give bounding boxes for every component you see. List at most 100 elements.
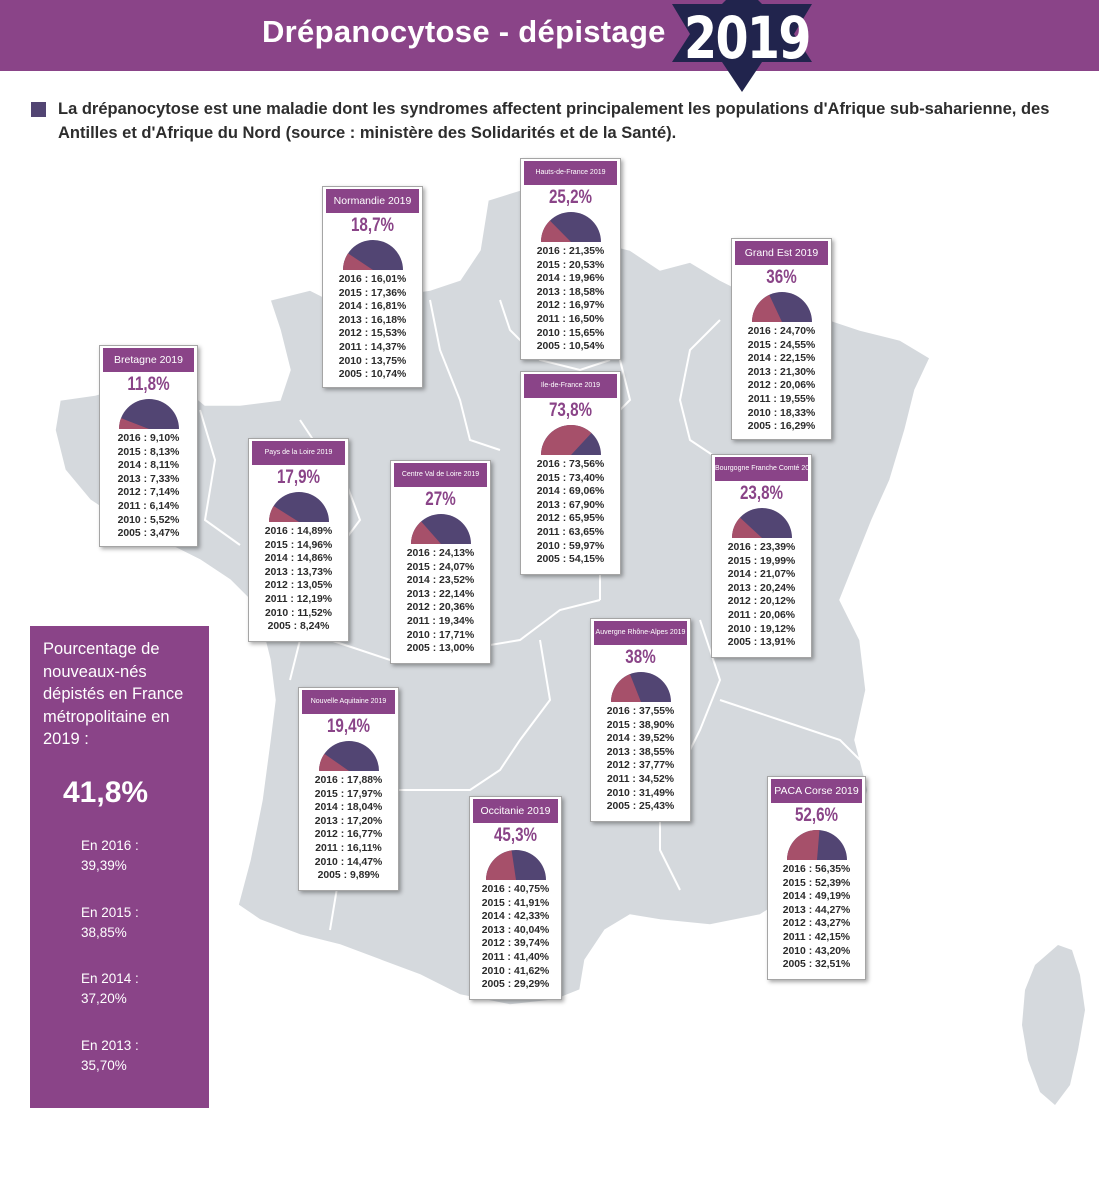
region-history-row: 2012 : 20,36% [406, 602, 475, 614]
region-pct: 45,3% [493, 825, 538, 846]
national-summary-panel: Pourcentage de nouveaux-nés dépistés en … [30, 626, 209, 1108]
region-card-grand-est: Grand Est 2019 36% 2016 : 24,70% 2015 : … [731, 238, 832, 440]
region-pct: 38% [625, 647, 656, 668]
region-card-bretagne: Bretagne 2019 11,8% 2016 : 9,10% 2015 : … [99, 345, 198, 547]
region-history-row: 2014 : 21,07% [727, 569, 796, 581]
summary-history-value: 39,39% [81, 858, 127, 873]
bullet-square [31, 102, 46, 117]
region-history-row: 2005 : 10,54% [536, 341, 605, 353]
summary-label: Pourcentage de nouveaux-nés dépistés en … [43, 640, 184, 748]
region-history-row: 2011 : 41,40% [481, 951, 550, 963]
summary-history-item: En 2014 : 37,20% [81, 969, 201, 1009]
region-history-row: 2011 : 42,15% [782, 931, 851, 943]
corsica-island [1022, 945, 1085, 1105]
region-history-row: 2005 : 25,43% [606, 801, 675, 813]
region-name: Pays de la Loire 2019 [252, 441, 345, 465]
region-history-row: 2010 : 13,75% [338, 355, 407, 367]
region-card-ile-de-france: Ile-de-France 2019 73,8% 2016 : 73,56% 2… [520, 371, 621, 575]
region-history-row: 2011 : 12,19% [264, 593, 333, 605]
summary-history-label: En 2015 : [81, 905, 139, 920]
region-name: Bourgogne Franche Comté 2019 [715, 457, 808, 481]
region-history-row: 2014 : 39,52% [606, 733, 675, 745]
mainland-france [54, 189, 931, 1006]
region-history-row: 2010 : 14,47% [314, 856, 383, 868]
summary-history-value: 38,85% [81, 925, 127, 940]
region-history-row: 2013 : 20,24% [727, 582, 796, 594]
region-history-row: 2014 : 14,86% [264, 553, 333, 565]
summary-history-label: En 2014 : [81, 971, 139, 986]
pie-screened-slice [342, 253, 373, 270]
region-history-row: 2012 : 16,77% [314, 829, 383, 841]
region-history-row: 2014 : 19,96% [536, 273, 605, 285]
region-pct: 52,6% [794, 805, 839, 826]
region-half-pie [342, 240, 403, 270]
region-history-row: 2012 : 65,95% [536, 513, 605, 525]
region-name: Normandie 2019 [326, 189, 419, 213]
region-card-normandie: Normandie 2019 18,7% 2016 : 16,01% 2015 … [322, 186, 423, 388]
region-history-row: 2012 : 43,27% [782, 918, 851, 930]
region-history-row: 2016 : 24,70% [747, 326, 816, 337]
region-history-row: 2015 : 73,40% [536, 472, 605, 484]
region-history-row: 2012 : 20,12% [727, 596, 796, 608]
region-pct: 27% [425, 489, 456, 510]
region-history-row: 2010 : 41,62% [481, 965, 550, 977]
region-history-row: 2013 : 21,30% [747, 366, 816, 378]
pie-screened-slice [610, 674, 641, 702]
summary-history-label: En 2016 : [81, 838, 139, 853]
region-history-row: 2005 : 13,00% [406, 643, 475, 655]
region-half-pie [118, 399, 179, 429]
region-history-row: 2012 : 15,53% [338, 328, 407, 340]
region-pct: 23,8% [739, 483, 784, 504]
region-history-row: 2005 : 29,29% [481, 979, 550, 991]
region-history-row: 2014 : 49,19% [782, 891, 851, 903]
region-history-row: 2016 : 37,55% [606, 706, 675, 717]
year-badge: 2019 [684, 4, 811, 72]
intro-text: La drépanocytose est une maladie dont le… [58, 100, 1050, 142]
region-history-row: 2005 : 3,47% [117, 528, 180, 540]
region-half-pie [751, 292, 812, 322]
region-history-row: 2015 : 24,07% [406, 561, 475, 573]
region-pct: 73,8% [548, 400, 593, 421]
region-history-row: 2016 : 14,89% [264, 526, 333, 537]
pie-screened-slice [751, 294, 782, 322]
region-history-row: 2016 : 16,01% [338, 274, 407, 285]
region-history-row: 2010 : 43,20% [782, 945, 851, 957]
pie-screened-slice [485, 850, 516, 880]
region-history-row: 2016 : 23,39% [727, 542, 796, 553]
region-history-row: 2005 : 8,24% [267, 621, 330, 633]
region-history-row: 2010 : 19,12% [727, 623, 796, 635]
region-history-row: 2016 : 9,10% [117, 433, 180, 444]
region-history-row: 2016 : 21,35% [536, 246, 605, 257]
region-history-row: 2015 : 20,53% [536, 259, 605, 271]
region-history-row: 2015 : 24,55% [747, 339, 816, 351]
region-card-centre-val-de-loire: Centre Val de Loire 2019 27% 2016 : 24,1… [390, 460, 491, 664]
pie-screened-slice [268, 506, 299, 522]
region-card-paca-corse: PACA Corse 2019 52,6% 2016 : 56,35% 2015… [767, 776, 866, 980]
region-history-row: 2011 : 63,65% [536, 526, 605, 538]
page-title: Drépanocytose - dépistage [262, 14, 666, 49]
region-history-row: 2013 : 17,20% [314, 815, 383, 827]
region-history-row: 2012 : 13,05% [264, 580, 333, 592]
region-history-row: 2016 : 73,56% [536, 459, 605, 470]
summary-history-value: 37,20% [81, 991, 127, 1006]
region-history-row: 2016 : 56,35% [782, 864, 851, 875]
star-icon [672, 0, 812, 92]
region-history-row: 2015 : 17,36% [338, 287, 407, 299]
region-history-row: 2005 : 32,51% [782, 959, 851, 971]
summary-history-value: 35,70% [81, 1058, 127, 1073]
region-history-row: 2010 : 31,49% [606, 787, 675, 799]
region-half-pie [786, 829, 847, 860]
region-history-row: 2014 : 18,04% [314, 802, 383, 814]
region-history-row: 2013 : 18,58% [536, 286, 605, 298]
region-name: Bretagne 2019 [103, 348, 194, 372]
region-history-row: 2010 : 18,33% [747, 407, 816, 419]
region-name: Grand Est 2019 [735, 241, 828, 265]
pie-screened-slice [540, 424, 591, 455]
region-history-row: 2005 : 13,91% [727, 637, 796, 649]
region-history-row: 2012 : 37,77% [606, 760, 675, 772]
region-history-row: 2014 : 23,52% [406, 575, 475, 587]
region-card-nouvelle-aquitaine: Nouvelle Aquitaine 2019 19,4% 2016 : 17,… [298, 687, 399, 891]
region-history-row: 2011 : 34,52% [606, 773, 675, 785]
header-banner: Drépanocytose - dépistage [0, 0, 1099, 71]
region-card-auvergne-rhone-alpes: Auvergne Rhône-Alpes 2019 38% 2016 : 37,… [590, 618, 691, 822]
